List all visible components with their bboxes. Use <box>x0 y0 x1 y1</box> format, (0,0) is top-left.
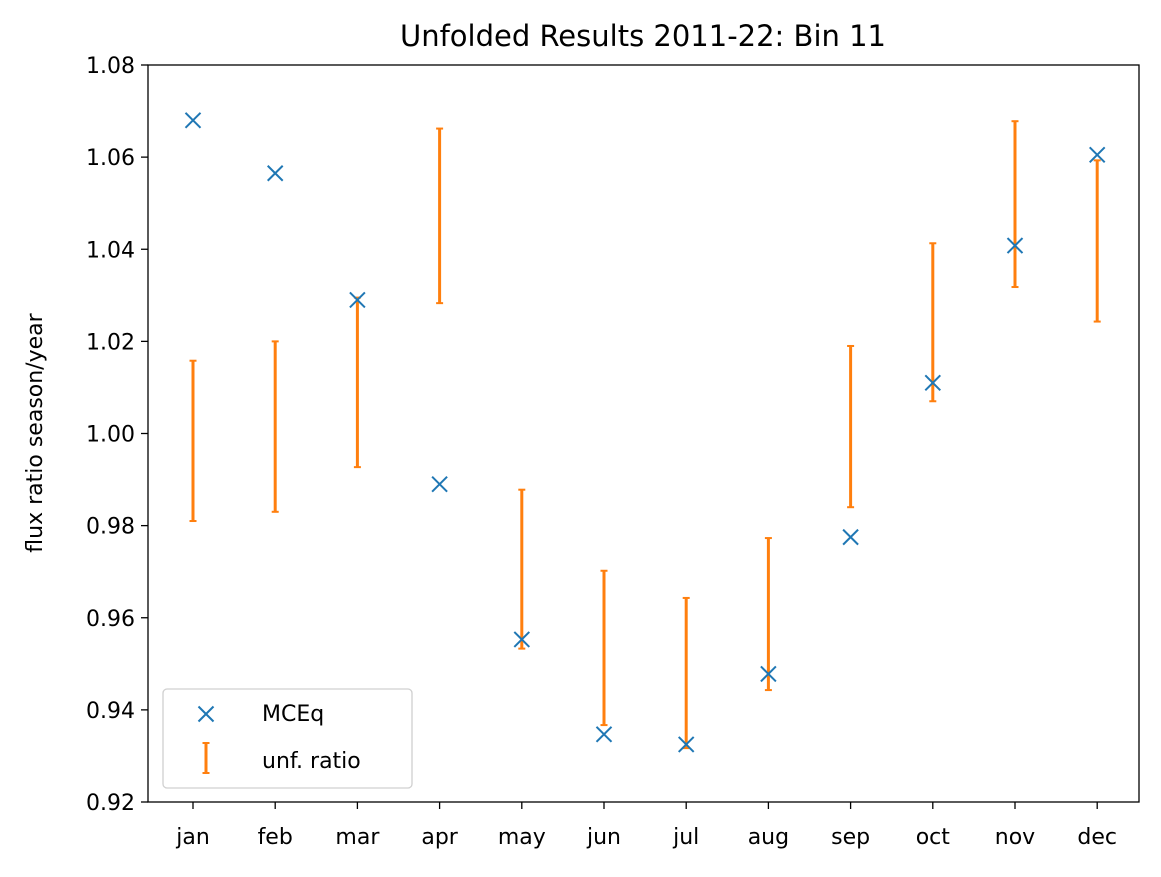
errorbar <box>271 340 279 513</box>
x-tick-label: mar <box>335 825 380 850</box>
legend-mceq-label: MCEq <box>262 702 324 727</box>
mceq-point <box>431 475 448 493</box>
errorbar <box>764 537 772 692</box>
errorbar <box>847 344 855 509</box>
y-axis-label: flux ratio season/year <box>23 312 48 552</box>
marker-stroke <box>677 736 695 753</box>
marker-stroke <box>513 631 531 648</box>
mceq-point <box>595 726 613 743</box>
errorbar <box>436 127 444 305</box>
errorbar <box>189 359 197 523</box>
marker-stroke <box>842 528 859 546</box>
errorbar <box>1011 120 1019 289</box>
errorbar <box>518 488 526 650</box>
x-tick-label: nov <box>995 825 1035 850</box>
mceq-point <box>184 112 202 129</box>
plot-frame <box>147 64 1140 803</box>
y-tick-label: 0.92 <box>86 791 135 816</box>
mceq-point <box>760 665 777 683</box>
chart-title: Unfolded Results 2011-22: Bin 11 <box>400 19 886 53</box>
mceq-point <box>1006 237 1024 254</box>
y-tick-label: 1.04 <box>86 238 135 263</box>
x-tick-label: sep <box>831 825 870 850</box>
marker-stroke <box>197 705 215 723</box>
errorbar <box>600 569 608 727</box>
mceq-point <box>842 528 859 546</box>
y-tick-label: 0.98 <box>86 515 135 540</box>
legend-unf-ratio-label: unf. ratio <box>262 749 361 774</box>
x-tick-label: jun <box>586 825 621 850</box>
y-tick-label: 1.08 <box>86 54 135 79</box>
marker-stroke <box>595 726 613 743</box>
marker-stroke <box>349 291 366 309</box>
mceq-point <box>1088 146 1106 164</box>
x-tick-label: jul <box>672 825 699 850</box>
x-tick-label: apr <box>421 825 458 850</box>
unf-ratio-series <box>189 120 1101 750</box>
x-tick-label: oct <box>916 825 951 850</box>
y-tick-label: 1.02 <box>86 330 135 355</box>
x-tick-label: dec <box>1077 825 1117 850</box>
mceq-series <box>184 112 1106 753</box>
legend-unf-ratio-marker <box>202 742 210 774</box>
mceq-point <box>513 631 531 648</box>
x-axis-ticks: jan feb mar apr may jun jul aug sep oct nov dec <box>175 802 1117 850</box>
marker-stroke <box>431 475 448 493</box>
mceq-point <box>349 291 366 309</box>
y-tick-label: 0.96 <box>86 607 135 632</box>
mceq-point <box>677 736 695 753</box>
marker-stroke <box>266 165 284 182</box>
y-axis-ticks: 0.92 0.94 0.96 0.98 1.00 1.02 1.04 1.06 1.08 <box>86 54 148 816</box>
x-tick-label: aug <box>748 825 789 850</box>
y-tick-label: 1.06 <box>86 146 135 171</box>
legend-box <box>162 688 413 789</box>
x-tick-label: feb <box>258 825 293 850</box>
mceq-point <box>924 374 942 392</box>
y-tick-label: 0.94 <box>86 699 135 724</box>
y-tick-label: 1.00 <box>86 423 135 448</box>
errorbar <box>929 242 937 403</box>
marker-stroke <box>924 374 942 392</box>
marker-stroke <box>1006 237 1024 254</box>
legend-mceq-marker <box>197 705 215 723</box>
mceq-point <box>266 165 284 182</box>
x-tick-label: may <box>498 825 546 850</box>
marker-stroke <box>1088 146 1106 164</box>
errorbar <box>1093 159 1101 323</box>
marker-stroke <box>184 112 202 129</box>
legend: MCEq unf. ratio <box>162 688 413 789</box>
legend-x-marker <box>197 705 215 723</box>
x-tick-label: jan <box>175 825 210 850</box>
marker-stroke <box>760 665 777 683</box>
